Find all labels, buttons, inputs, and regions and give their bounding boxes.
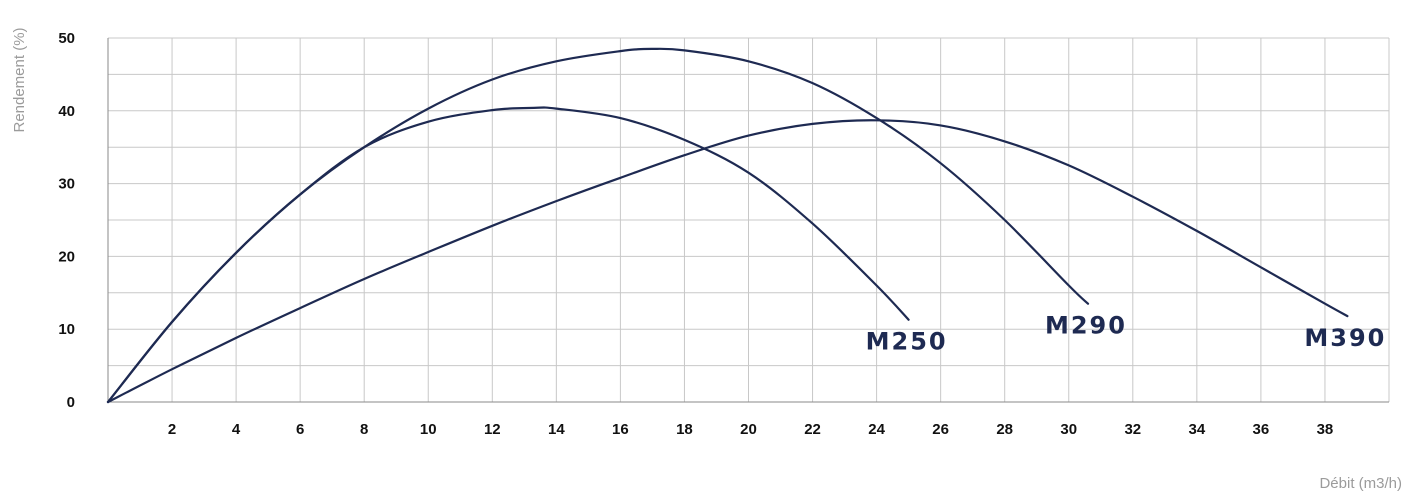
series-label-m250: M250: [866, 328, 948, 356]
y-tick-label: 30: [58, 176, 75, 193]
series-labels: M250 M290 M390: [866, 312, 1386, 356]
series-line-m390: [106, 119, 1349, 404]
y-tick-label: 0: [67, 394, 75, 411]
x-tick-label: 38: [1317, 421, 1334, 438]
series-label-m290: M290: [1045, 312, 1127, 340]
x-tick-label: 22: [804, 421, 821, 438]
x-tick-label: 10: [420, 421, 437, 438]
series-lines: [106, 47, 1349, 404]
x-axis-ticks: 2 4 6 8 10 12 14 16 18 20 22 24 26 28 30 32 34 36 38: [168, 421, 1333, 438]
y-axis-ticks: 0 10 20 30 40 50: [58, 30, 75, 411]
x-tick-label: 28: [996, 421, 1013, 438]
x-tick-label: 12: [484, 421, 501, 438]
x-tick-label: 24: [868, 421, 885, 438]
x-tick-label: 2: [168, 421, 176, 438]
x-tick-label: 8: [360, 421, 368, 438]
x-tick-label: 14: [548, 421, 565, 438]
x-tick-label: 20: [740, 421, 757, 438]
x-tick-label: 16: [612, 421, 629, 438]
x-axis-title: Débit (m3/h): [1319, 475, 1402, 492]
x-tick-label: 4: [232, 421, 241, 438]
x-tick-label: 18: [676, 421, 693, 438]
y-tick-label: 20: [58, 248, 75, 265]
axes: [107, 38, 1389, 403]
y-tick-label: 10: [58, 321, 75, 338]
grid: [108, 37, 1390, 402]
y-tick-label: 50: [58, 30, 75, 47]
series-line-m290: [106, 47, 1090, 404]
x-tick-label: 30: [1060, 421, 1077, 438]
x-tick-label: 36: [1253, 421, 1270, 438]
x-tick-label: 34: [1189, 421, 1206, 438]
series-label-m390: M390: [1304, 324, 1386, 352]
x-tick-label: 6: [296, 421, 304, 438]
x-tick-label: 32: [1124, 421, 1141, 438]
y-tick-label: 40: [58, 103, 75, 120]
y-axis-title: Rendement (%): [11, 27, 28, 132]
series-line-m250: [106, 106, 910, 404]
x-tick-label: 26: [932, 421, 949, 438]
